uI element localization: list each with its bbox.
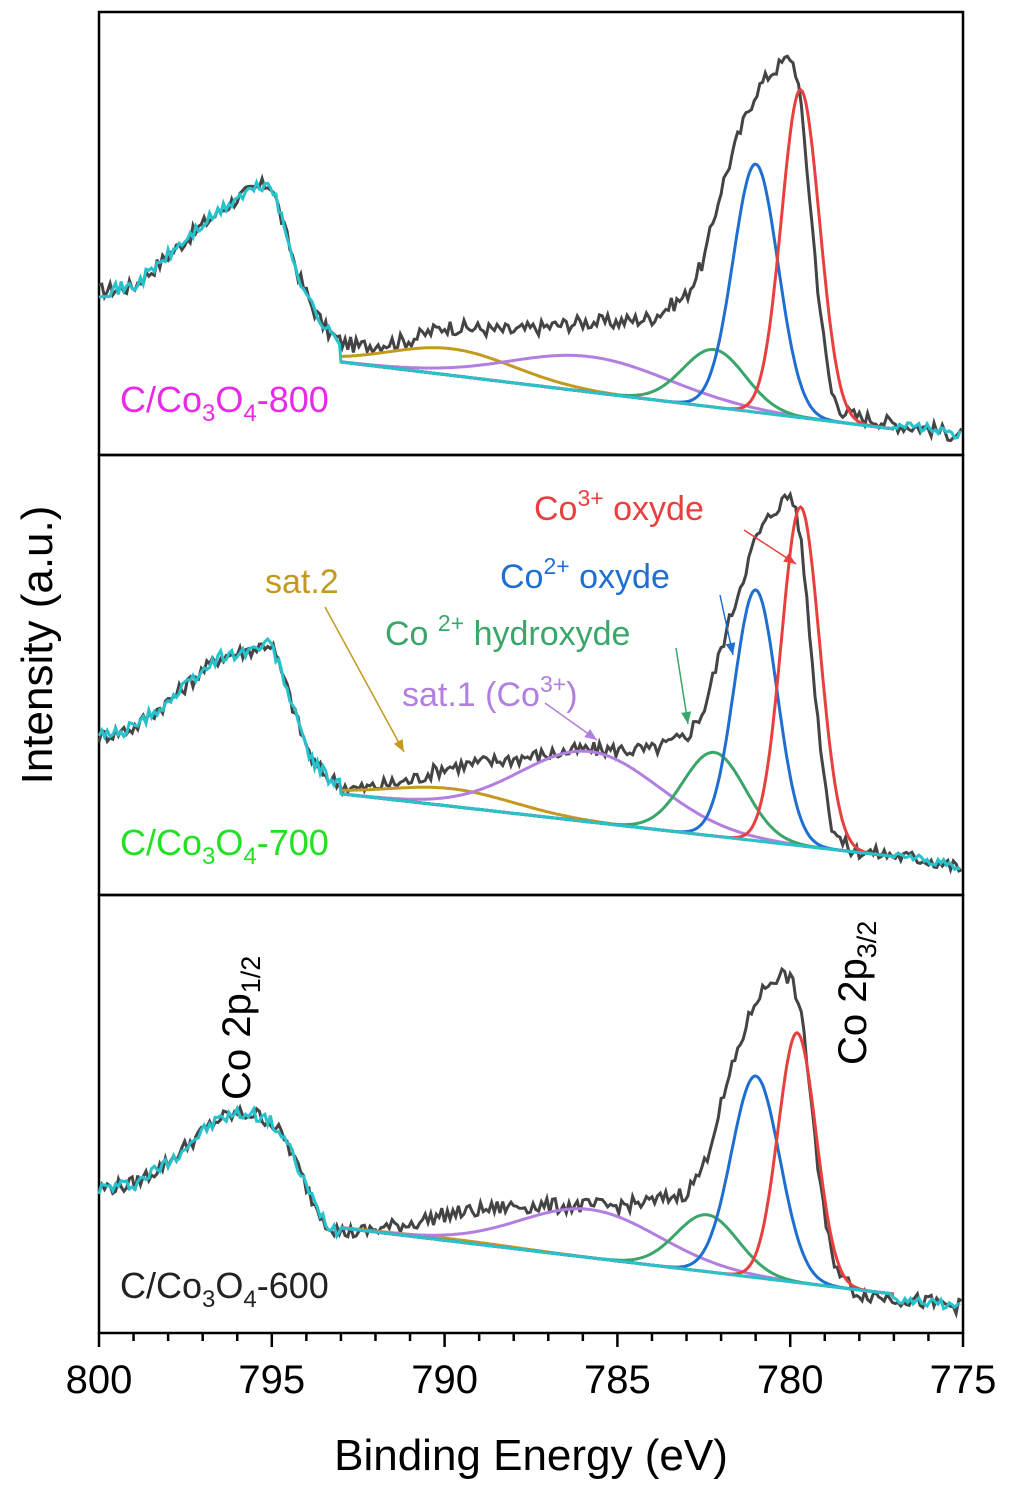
x-axis-label: Binding Energy (eV) bbox=[334, 1431, 728, 1480]
raw-data-line bbox=[97, 490, 963, 875]
panel-3: C/Co3O4-600 Co 2p1/2 Co 2p3/2 bbox=[97, 893, 965, 1335]
background-line bbox=[97, 636, 961, 872]
arrowhead-co3 bbox=[783, 553, 796, 564]
panel-1: C/Co3O4-800 bbox=[97, 10, 965, 457]
peak-sat1 bbox=[340, 1207, 895, 1296]
label-co2p12: Co 2p1/2 bbox=[215, 956, 266, 1100]
x-tick-label: 780 bbox=[757, 1358, 824, 1402]
sample-label: C/Co3O4-600 bbox=[120, 1265, 329, 1313]
sample-label: C/Co3O4-700 bbox=[120, 822, 329, 870]
x-axis: 800 795 790 785 780 775 bbox=[66, 1333, 997, 1402]
x-tick-label: 785 bbox=[584, 1358, 651, 1402]
arrowhead-co2 bbox=[725, 642, 736, 655]
arrowhead-co2hyd bbox=[681, 711, 692, 724]
y-axis-label: Intensity (a.u.) bbox=[13, 506, 62, 785]
arrowhead-sat1 bbox=[584, 729, 597, 740]
x-tick-label: 795 bbox=[238, 1358, 305, 1402]
background-line bbox=[98, 177, 962, 440]
annotation-sat1: sat.1 (Co3+) bbox=[402, 671, 578, 714]
peak-co3 bbox=[340, 1031, 895, 1296]
x-tick-label: 775 bbox=[930, 1358, 997, 1402]
label-co2p32: Co 2p3/2 bbox=[831, 921, 882, 1065]
panel-frame bbox=[97, 893, 965, 1335]
annotation-co2: Co2+ oxyde bbox=[500, 553, 670, 596]
raw-data-line bbox=[98, 54, 963, 443]
background-line bbox=[97, 1104, 961, 1311]
peak-co2hyd bbox=[340, 1213, 895, 1296]
x-tick-label: 800 bbox=[66, 1358, 133, 1402]
peak-co3 bbox=[340, 87, 895, 431]
arrowhead-sat2 bbox=[393, 739, 404, 752]
annotation-co2hyd: Co 2+ hydroxyde bbox=[385, 610, 630, 653]
arrow-co2hyd bbox=[675, 647, 689, 725]
x-tick-label: 790 bbox=[411, 1358, 478, 1402]
arrow-sat2 bbox=[324, 606, 405, 753]
sample-label: C/Co3O4-800 bbox=[120, 379, 329, 427]
annotation-sat2: sat.2 bbox=[265, 563, 339, 601]
annotation-co3: Co3+ oxyde bbox=[534, 485, 704, 528]
panel-2: C/Co3O4-700 sat.2 sat.1 (Co3+) Co 2+ hydrox… bbox=[97, 453, 965, 897]
